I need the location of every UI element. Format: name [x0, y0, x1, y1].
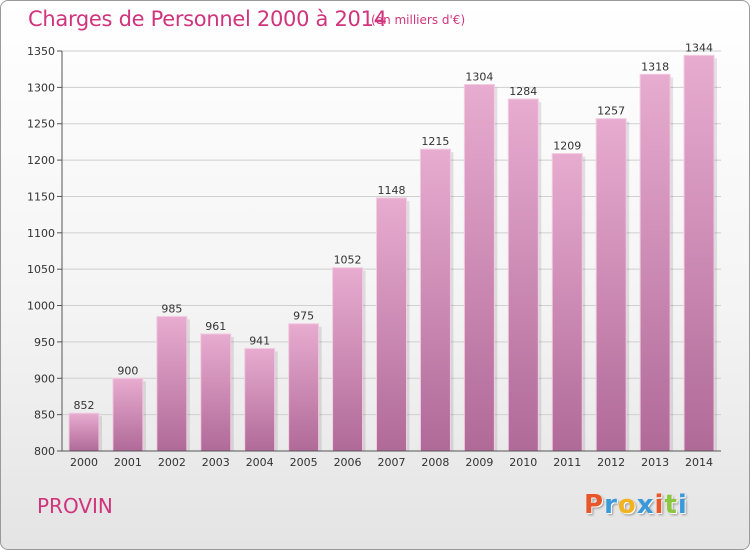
data-label: 1052	[334, 254, 362, 267]
x-tick-label: 2014	[685, 456, 713, 469]
data-label: 900	[117, 364, 138, 377]
x-tick-label: 2001	[114, 456, 142, 469]
x-tick-label: 2004	[246, 456, 274, 469]
x-tick-label: 2008	[421, 456, 449, 469]
y-tick-label: 1000	[27, 300, 55, 313]
x-tick-label: 2002	[158, 456, 186, 469]
data-label: 1209	[553, 140, 581, 153]
logo-letter: o	[617, 490, 637, 520]
bar	[419, 148, 451, 452]
y-tick-label: 1100	[27, 227, 55, 240]
y-tick-label: 1150	[27, 190, 55, 203]
y-tick-label: 1350	[27, 45, 55, 58]
data-label: 1304	[465, 70, 493, 83]
bar	[595, 118, 627, 452]
data-label: 1257	[597, 105, 625, 118]
bars-layer: 852 900 985 961 941 975 1052 1148 1215 1304 1284 12…	[68, 41, 718, 452]
y-tick-label: 900	[34, 372, 55, 385]
y-tick-label: 1050	[27, 263, 55, 276]
x-tick-label: 2012	[597, 456, 625, 469]
data-label: 975	[293, 310, 314, 323]
data-label: 961	[205, 320, 226, 333]
x-tick-label: 2013	[641, 456, 669, 469]
data-label: 1284	[509, 85, 537, 98]
x-tick-label: 2010	[509, 456, 537, 469]
x-tick-label: 2005	[290, 456, 318, 469]
y-tick-label: 1300	[27, 81, 55, 94]
data-label: 1215	[421, 135, 449, 148]
data-label: 1318	[641, 60, 669, 73]
logo-letter: i	[654, 490, 665, 520]
y-tick-label: 1250	[27, 118, 55, 131]
y-tick-label: 800	[34, 445, 55, 458]
bar	[376, 197, 407, 452]
y-tick-label: 850	[34, 409, 55, 422]
y-tick-label: 950	[34, 336, 55, 349]
bar	[551, 153, 583, 452]
x-tick-label: 2011	[553, 456, 581, 469]
logo-letter: r	[604, 490, 618, 520]
x-tick-label: 2007	[378, 456, 406, 469]
logo-letter: P	[584, 490, 605, 520]
bar	[244, 347, 276, 452]
location-label: PROVIN	[37, 494, 113, 518]
logo-letter: i	[677, 490, 688, 520]
data-label: 985	[161, 302, 182, 315]
logo-letter: x	[636, 490, 655, 520]
chart-subtitle: (en milliers d'€)	[371, 13, 466, 27]
x-tick-label: 2006	[334, 456, 362, 469]
bar	[156, 315, 188, 452]
x-tick-label: 2009	[465, 456, 493, 469]
data-label: 941	[249, 334, 270, 347]
data-label: 852	[73, 399, 94, 412]
logo-letter: t	[664, 490, 678, 520]
y-tick-label: 1200	[27, 154, 55, 167]
x-tick-label: 2000	[70, 456, 98, 469]
bar	[463, 83, 495, 452]
data-label: 1148	[378, 184, 406, 197]
bar	[332, 267, 364, 452]
bar	[112, 377, 144, 452]
proxiti-logo: Proxiti	[584, 490, 688, 520]
bar	[68, 412, 100, 452]
data-label: 1344	[685, 41, 713, 54]
bar	[288, 323, 320, 452]
chart-title: Charges de Personnel 2000 à 2014	[28, 7, 387, 31]
x-tick-label: 2003	[202, 456, 230, 469]
bar	[683, 54, 715, 452]
bar	[200, 333, 232, 452]
bar	[507, 98, 539, 452]
axis-layer: 800 850 900 950 1000 1050 1100 1150 1200 1250 1300…	[27, 45, 721, 469]
bar	[639, 73, 671, 452]
